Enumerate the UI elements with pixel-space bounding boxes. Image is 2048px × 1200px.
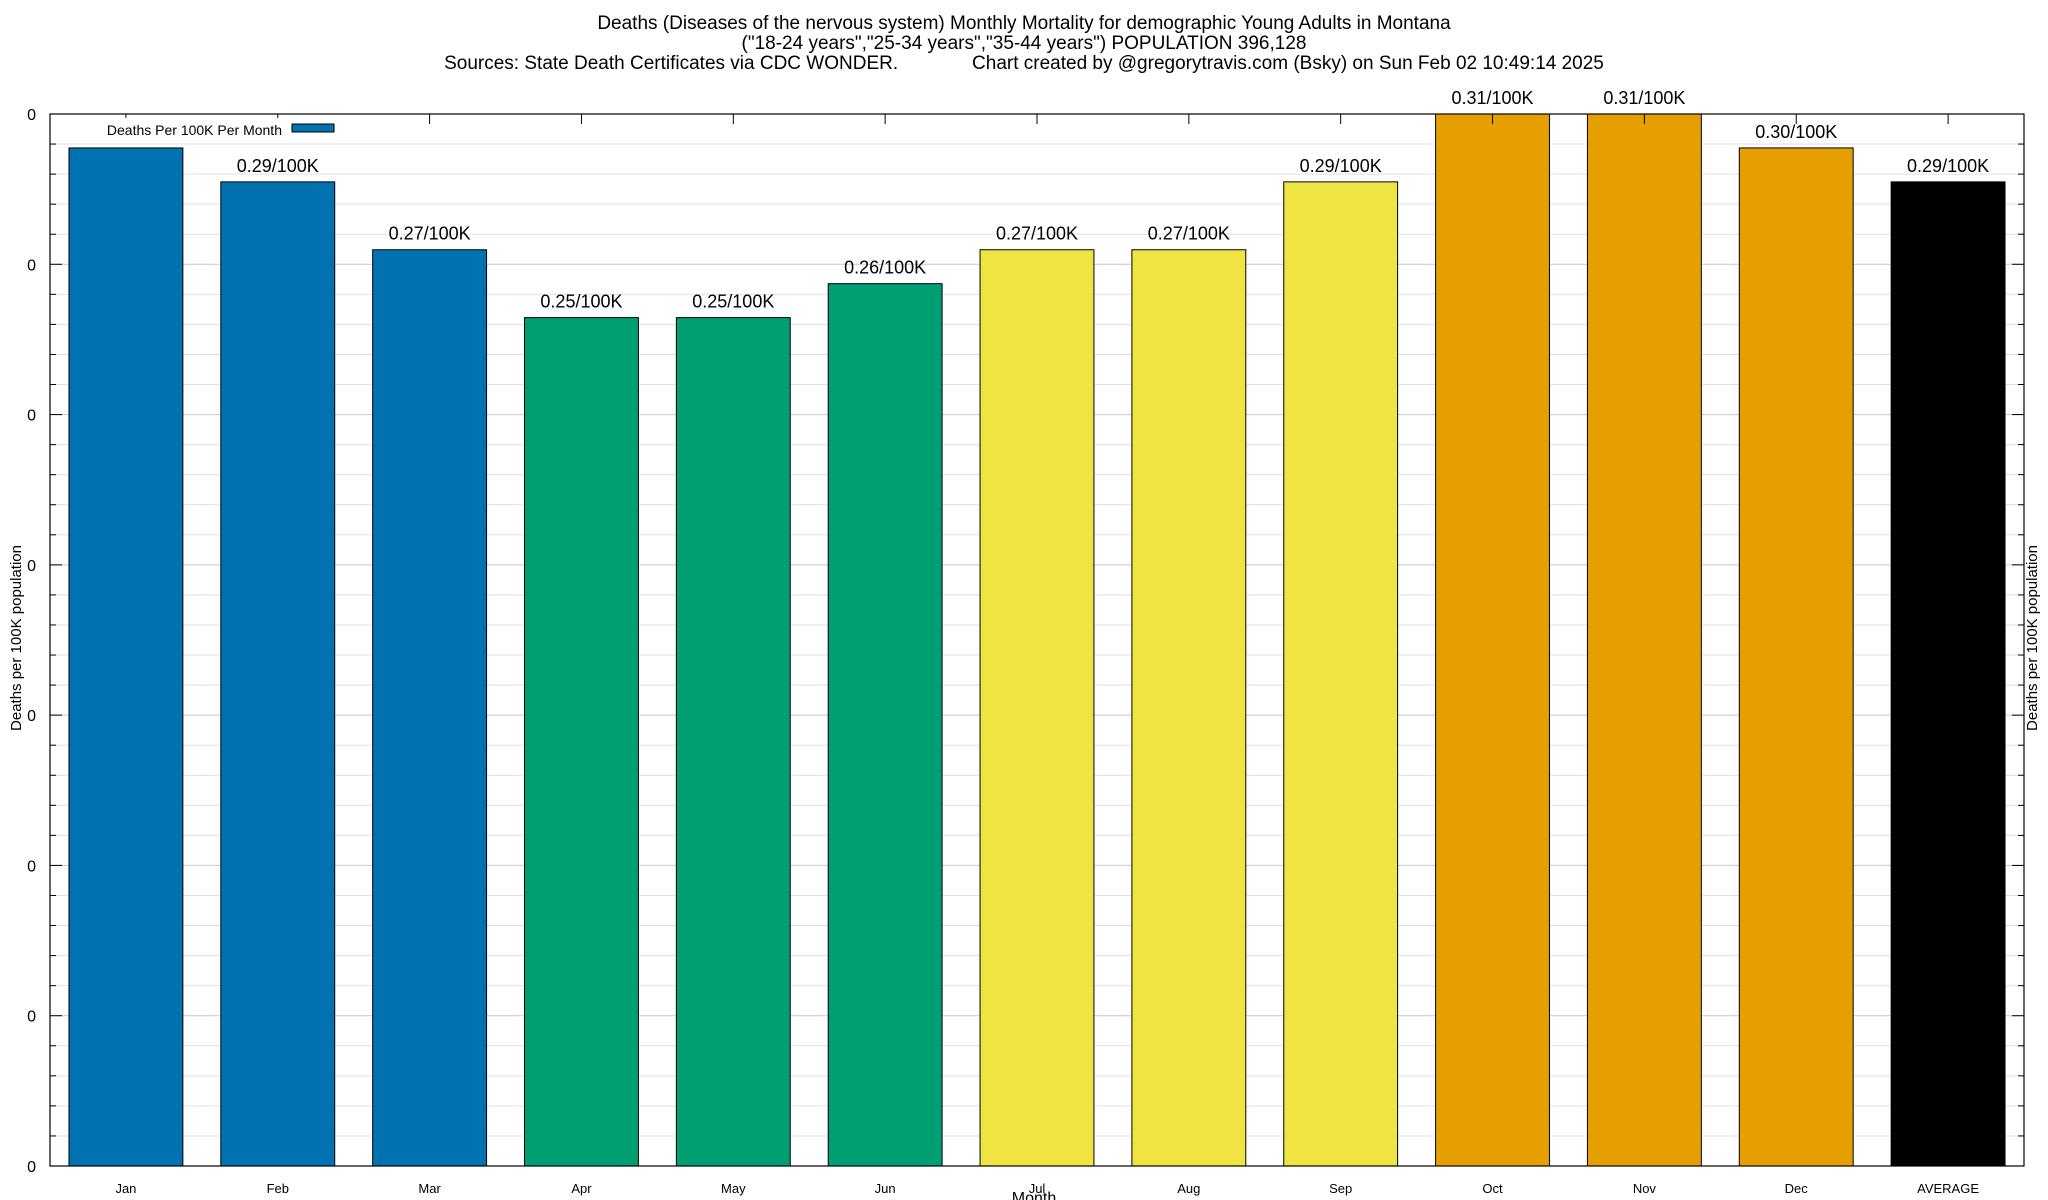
bar-aug xyxy=(1131,249,1247,1167)
y-tick-label: 0 xyxy=(27,107,36,124)
y-tick-label: 0 xyxy=(27,858,36,875)
plot-border xyxy=(49,113,2025,1167)
bar-jun xyxy=(827,283,943,1167)
bar-value-label: 0.27/100K xyxy=(996,224,1078,244)
x-tick-label: AVERAGE xyxy=(1917,1181,1979,1196)
x-tick-label: Jan xyxy=(115,1181,136,1196)
y-axis-title: Deaths per 100K population xyxy=(8,545,25,731)
chart-title: Deaths (Diseases of the nervous system) … xyxy=(597,13,1451,34)
bar-average xyxy=(1890,181,2006,1167)
bar-value-label: 0.27/100K xyxy=(389,224,471,244)
x-tick-label: Jul xyxy=(1029,1181,1046,1196)
bar-apr xyxy=(524,317,639,1167)
labels-layer: 0.30/100K 0.29/100K 0.27/100K 0.25/100K 0.25… xyxy=(85,88,1989,312)
bar-dec xyxy=(1738,147,1854,1167)
x-tick-label: Jun xyxy=(875,1181,896,1196)
bar-value-label: 0.25/100K xyxy=(540,292,622,312)
bar-value-label: 0.29/100K xyxy=(237,156,319,176)
bar-mar xyxy=(372,249,488,1167)
bar-jan xyxy=(68,147,184,1167)
chart-source-line: Sources: State Death Certificates via CD… xyxy=(444,53,1604,74)
x-tick-label: Nov xyxy=(1633,1181,1657,1196)
bar-value-label: 0.26/100K xyxy=(844,258,926,278)
y-tick-label: 0 xyxy=(27,708,36,725)
x-tick-label: May xyxy=(721,1181,746,1196)
x-tick-label: Apr xyxy=(571,1181,592,1196)
bar-may xyxy=(675,317,791,1167)
x-tick-label: Aug xyxy=(1177,1181,1200,1196)
y-tick-label: 0 xyxy=(27,1009,36,1026)
y-tick-label: 0 xyxy=(27,257,36,274)
y-tick-label: 0 xyxy=(27,1159,36,1176)
x-tick-label: Feb xyxy=(267,1181,289,1196)
x-tick-label: Oct xyxy=(1482,1181,1503,1196)
bar-value-label: 0.25/100K xyxy=(692,292,774,312)
x-tick-label: Mar xyxy=(418,1181,441,1196)
legend: Deaths Per 100K Per Month xyxy=(72,118,344,140)
x-tick-label: Dec xyxy=(1785,1181,1809,1196)
bar-value-label: 0.29/100K xyxy=(1300,156,1382,176)
x-axis-title: Month xyxy=(1012,1190,1056,1200)
bars-layer xyxy=(68,113,2006,1167)
x-tick-label: Sep xyxy=(1329,1181,1352,1196)
y2-axis-title: Deaths per 100K population xyxy=(2024,545,2041,731)
y-tick-label: 0 xyxy=(27,558,36,575)
bar-feb xyxy=(220,181,336,1167)
bar-value-label: 0.29/100K xyxy=(1907,156,1989,176)
bar-value-label: 0.30/100K xyxy=(1755,122,1837,142)
axes-layer: 0 0 0 0 0 0 0 0 Jan Feb Mar Apr May Jun Jul Aug Sep Oct No… xyxy=(27,107,2025,1196)
bar-value-label: 0.27/100K xyxy=(1148,224,1230,244)
bar-value-label: 0.31/100K xyxy=(1451,88,1533,108)
y-tick-label: 0 xyxy=(27,408,36,425)
bar-jul xyxy=(979,249,1095,1167)
legend-label: Deaths Per 100K Per Month xyxy=(107,122,282,138)
bar-oct xyxy=(1435,113,1550,1167)
legend-swatch xyxy=(291,123,335,133)
bar-sep xyxy=(1283,181,1399,1167)
bar-value-label: 0.31/100K xyxy=(1603,88,1685,108)
bar-nov xyxy=(1586,113,1702,1167)
chart-subtitle: ("18-24 years","25-34 years","35-44 year… xyxy=(741,33,1307,54)
